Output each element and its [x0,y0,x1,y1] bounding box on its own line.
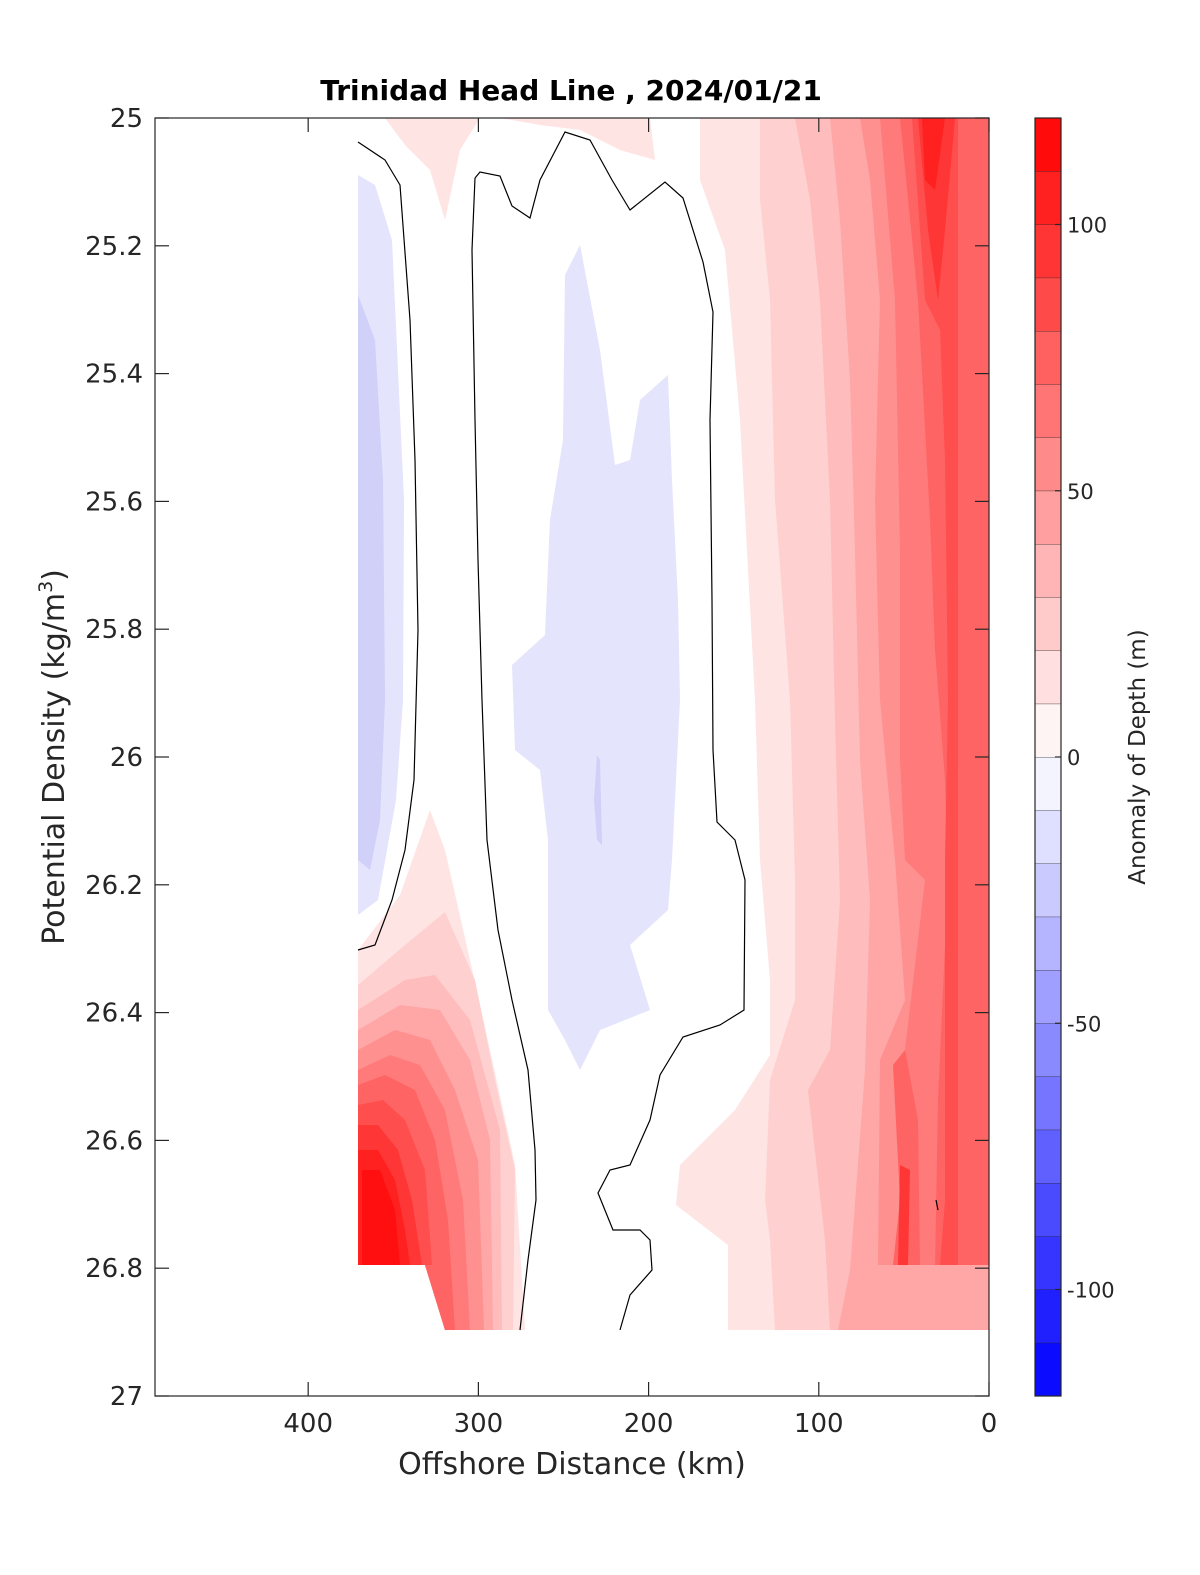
contour-fill [358,118,989,1330]
colorbar-band [1035,650,1061,704]
colorbar-band [1035,970,1061,1024]
y-axis-label: Potential Density (kg/m3) [35,569,72,945]
band-offshore-110 [362,1170,400,1265]
colorbar-band [1035,863,1061,917]
y-tick-label: 27 [110,1382,143,1412]
colorbar-tick-label: 0 [1067,746,1080,770]
colorbar-band [1035,810,1061,864]
colorbar-label: Anomaly of Depth (m) [1125,629,1151,884]
y-axis: 25 25.2 25.4 25.6 25.8 26 26.2 26.4 26.6 26.8 27 [85,104,989,1412]
y-axis-label-superscript: 3 [35,581,57,593]
colorbar-band [1035,490,1061,544]
colorbar: 100 50 0 -50 -100 [1034,117,1115,1397]
colorbar-band [1035,1183,1061,1237]
colorbar-band [1035,1076,1061,1130]
x-tick-label: 400 [283,1409,333,1439]
y-tick-label: 26.8 [85,1254,143,1284]
band-top-right-tongue [500,118,655,160]
contour-line-offshore [357,141,419,951]
colorbar-band [1035,331,1061,385]
band-negative-mid-inner [594,755,602,845]
colorbar-band [1035,277,1061,331]
contour-line-coast [935,1199,939,1211]
y-tick-label: 25.6 [85,487,143,517]
band-positive-80 [912,118,958,1265]
band-top-tongue [385,118,480,220]
colorbar-band [1035,1129,1061,1183]
colorbar-tick-label: -50 [1067,1012,1101,1036]
x-tick-label: 300 [454,1409,504,1439]
colorbar-tick-label: -100 [1067,1279,1115,1303]
y-tick-label: 25.4 [85,360,143,390]
y-tick-label: 26.6 [85,1126,143,1156]
colorbar-band [1035,703,1061,757]
contour-line-mid-left [474,131,746,1331]
x-tick-label: 100 [794,1409,844,1439]
colorbar-band [1035,544,1061,598]
colorbar-tick-label: 50 [1067,480,1094,504]
y-tick-label: 25 [110,104,143,134]
colorbar-band [1035,384,1061,438]
colorbar-band [1035,1289,1061,1343]
chart-title: Trinidad Head Line , 2024/01/21 [320,74,822,107]
x-tick-label: 0 [981,1409,998,1439]
y-tick-label: 26.2 [85,871,143,901]
y-tick-label: 26 [110,743,143,773]
colorbar-tick-label: 100 [1067,214,1107,238]
colorbar-band [1035,1236,1061,1290]
colorbar-band [1035,916,1061,970]
zero-contours [357,131,939,1331]
band-positive-100 [922,118,945,190]
colorbar-band [1035,1023,1061,1077]
x-axis-label: Offshore Distance (km) [398,1447,746,1482]
band-positive-70 [900,118,989,1265]
y-tick-label: 25.8 [85,615,143,645]
colorbar-band [1035,171,1061,225]
band-negative-mid [512,245,680,1070]
colorbar-band [1035,597,1061,651]
y-axis-label-tail: ) [37,569,72,581]
x-tick-label: 200 [624,1409,674,1439]
x-axis: 400 300 200 100 0 [283,118,997,1439]
colorbar-band [1035,757,1061,811]
colorbar-band [1035,437,1061,491]
contour-line-mid-inner [471,177,537,1331]
colorbar-band [1035,1342,1061,1396]
colorbar-band [1035,224,1061,278]
band-positive-90-deep [898,1165,910,1265]
band-negative-offshore-20 [358,295,385,870]
y-tick-label: 25.2 [85,232,143,262]
y-tick-label: 26.4 [85,999,143,1029]
colorbar-band [1035,118,1061,172]
